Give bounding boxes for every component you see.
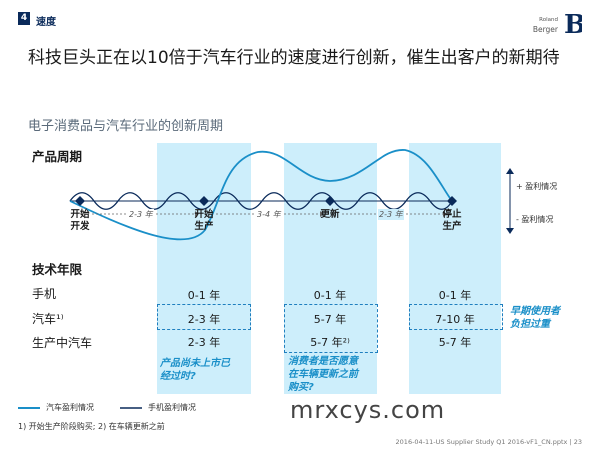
section-label: 速度 [36, 17, 56, 28]
milestone-update-label: 更新 [320, 209, 340, 220]
interval-label-2: 3-4 年 [256, 209, 282, 220]
page-headline: 科技巨头正在以10倍于汽车行业的速度进行创新，催生出客户的新期待 [28, 48, 560, 68]
cell-inprod-3: 5-7 年 [438, 336, 472, 349]
cell-inprod-1: 2-3 年 [187, 336, 221, 349]
brand-line1: Roland [539, 17, 558, 23]
legend-car-line-icon [18, 407, 40, 409]
milestone-start-dev-marker [75, 196, 85, 206]
footnote: 1) 开始生产阶段购买; 2) 在车辆更新之前 [18, 422, 165, 431]
profit-minus-label: - 盈利情况 [516, 215, 554, 224]
legend-phone-label: 手机盈利情况 [148, 403, 196, 412]
brand-logo-text: Roland Berger [533, 16, 558, 34]
legend-car-label: 汽车盈利情况 [46, 403, 94, 412]
car-row-box-1 [157, 304, 251, 330]
cell-phone-1: 0-1 年 [187, 289, 221, 302]
milestone-start-prod-label: 开始 生产 [194, 209, 214, 232]
tech-life-title: 技术年限 [32, 262, 83, 277]
row-label-car: 汽车¹⁾ [32, 312, 64, 326]
section-number-badge: 4 [18, 12, 30, 25]
cell-car-3: 7-10 年 [435, 313, 475, 326]
milestone-update-marker [325, 196, 335, 206]
phone-profit-curve [69, 192, 453, 210]
interval-label-1: 2-3 年 [128, 209, 154, 220]
cell-phone-3: 0-1 年 [438, 289, 472, 302]
cell-car-1: 2-3 年 [187, 313, 221, 326]
interval-label-3: 2-3 年 [378, 209, 404, 220]
chart-subtitle: 电子消费品与汽车行业的创新周期 [28, 119, 224, 134]
note-consumer-willingness: 消费者是否愿意 在车辆更新之前 购买? [288, 356, 358, 393]
cell-inprod-2: 5-7 年²⁾ [310, 336, 350, 349]
slide-footer: 2016-04-11-US Supplier Study Q1 2016-vF1… [395, 438, 582, 446]
watermark: mrxcys.com [290, 396, 446, 424]
milestone-end-prod-label: 停止 生产 [442, 209, 462, 232]
band-end-production [409, 143, 501, 394]
cell-car-2: 5-7 年 [313, 313, 347, 326]
band-production-start [157, 143, 251, 394]
product-cycle-title: 产品周期 [32, 149, 83, 164]
row-label-car-in-production: 生产中汽车 [32, 336, 93, 350]
note-early-adopters: 早期使用者 负担过重 [510, 306, 560, 330]
milestone-start-dev-label: 开始 开发 [70, 209, 90, 232]
brand-logo-icon: B [564, 10, 582, 37]
profit-plus-label: + 盈利情况 [516, 182, 558, 191]
brand-line2: Berger [532, 25, 558, 34]
note-outdated-before-launch: 产品尚未上市已 经过时? [160, 358, 230, 382]
brand-mark: B [564, 10, 582, 37]
car-row-box-3 [409, 304, 503, 330]
car-row-box-2 [284, 304, 378, 353]
milestone-end-prod-marker [447, 196, 457, 206]
cell-phone-2: 0-1 年 [313, 289, 347, 302]
milestone-start-prod-marker [199, 196, 209, 206]
legend-phone-line-icon [120, 407, 142, 409]
car-profit-curve [69, 149, 453, 241]
row-label-phone: 手机 [32, 287, 57, 301]
